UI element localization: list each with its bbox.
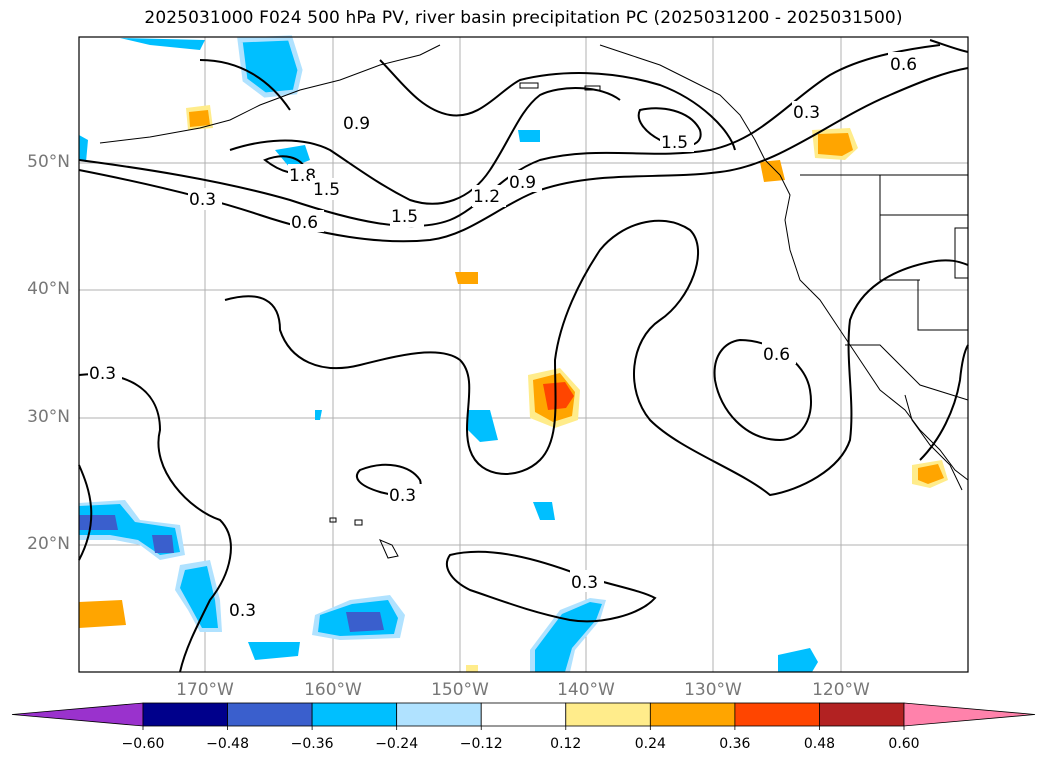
- colorbar-tick-label: −0.48: [206, 736, 249, 752]
- contour-line: [78, 464, 93, 561]
- lon-label: 120°W: [812, 680, 870, 700]
- lon-label: 130°W: [684, 680, 742, 700]
- colorbar-segment: [396, 702, 482, 727]
- contour-label: 1.5: [313, 180, 340, 200]
- contour-line: [379, 59, 736, 151]
- map-frame: [78, 36, 969, 673]
- colorbar-segment: [649, 702, 736, 727]
- negative-blob: [248, 642, 300, 660]
- colorbar-segment: [311, 702, 398, 727]
- colorbar-tick-label: 0.48: [803, 736, 836, 752]
- contour-line: [224, 219, 969, 497]
- contour-labels: 0.9 0.3 0.6 1.5 1.8 1.5 0.3 0.6 1.5 1.2 …: [88, 52, 922, 621]
- negative-blob: [518, 130, 540, 142]
- negative-blob: [778, 648, 818, 672]
- contour-label: 0.9: [343, 114, 370, 134]
- colorbar-tick-label: −0.36: [290, 736, 334, 752]
- islands: [329, 82, 601, 559]
- positive-blob: [760, 160, 785, 182]
- colorbar-segment: [480, 702, 567, 727]
- contour-label: 0.6: [291, 213, 318, 233]
- colorbar-segment: [734, 702, 820, 727]
- colorbar-tick-label: 0.24: [634, 736, 666, 752]
- positive-blob: [818, 133, 853, 156]
- contour-label: 0.3: [571, 573, 598, 593]
- colorbar-tick-label: 0.60: [888, 736, 920, 752]
- negative-blob: [535, 602, 602, 672]
- negative-blob: [120, 38, 205, 50]
- colorbar-tick-label: −0.24: [375, 736, 419, 752]
- positive-blob: [543, 382, 574, 410]
- lat-label: 20°N: [27, 534, 70, 554]
- positive-blob: [189, 110, 210, 127]
- colorbar-segment: [227, 702, 313, 727]
- lat-label: 30°N: [27, 407, 70, 427]
- colorbar: [11, 702, 1036, 730]
- contour-label: 0.6: [763, 345, 790, 365]
- contour-label: 0.3: [189, 190, 216, 210]
- positive-blob: [918, 464, 944, 484]
- negative-blob: [468, 410, 498, 442]
- colorbar-tick-label: −0.12: [459, 736, 503, 752]
- colorbar-extension-high: [903, 702, 1036, 727]
- negative-blob: [180, 566, 218, 628]
- map-title: 2025031000 F024 500 hPa PV, river basin …: [144, 8, 903, 28]
- colorbar-tick-label: 0.36: [719, 736, 751, 752]
- contour-line: [78, 44, 941, 228]
- negative-blob: [152, 535, 174, 553]
- negative-blob: [79, 515, 118, 530]
- contour-label: 1.2: [473, 187, 500, 207]
- lon-label: 170°W: [176, 680, 234, 700]
- lat-label: 50°N: [27, 152, 70, 172]
- contour-line: [445, 550, 657, 623]
- lon-label: 140°W: [557, 680, 615, 700]
- colorbar-extension-low: [11, 702, 144, 727]
- negative-blob: [240, 38, 300, 95]
- contour-line: [78, 373, 232, 673]
- positive-blob: [79, 600, 126, 628]
- contour-label: 0.3: [793, 103, 820, 123]
- contour-line: [929, 39, 969, 53]
- lon-label: 160°W: [304, 680, 362, 700]
- contour-label: 1.5: [391, 207, 418, 227]
- contour-label: 0.3: [89, 364, 116, 384]
- contour-line: [199, 59, 291, 111]
- lat-label: 40°N: [27, 279, 70, 299]
- contour-label: 0.6: [890, 55, 917, 75]
- lon-label: 150°W: [431, 680, 489, 700]
- colorbar-tick-label: −0.60: [121, 736, 165, 752]
- negative-blob: [79, 135, 88, 162]
- colorbar-tick-label: 0.12: [550, 736, 582, 752]
- contour-label: 0.3: [229, 601, 256, 621]
- colorbar-segment: [819, 702, 905, 727]
- colorbar-segment: [565, 702, 651, 727]
- map-panel: 0.9 0.3 0.6 1.5 1.8 1.5 0.3 0.6 1.5 1.2 …: [78, 35, 969, 673]
- negative-blob: [533, 502, 555, 520]
- contour-label: 1.5: [661, 133, 688, 153]
- contour-label: 0.3: [389, 486, 416, 506]
- positive-blob: [466, 665, 478, 672]
- colorbar-segment: [142, 702, 228, 727]
- contour-label: 1.8: [289, 166, 316, 186]
- negative-blob: [346, 612, 384, 632]
- positive-blob: [455, 272, 478, 284]
- contour-line: [919, 344, 969, 461]
- negative-blob: [315, 410, 322, 420]
- contour-line: [229, 87, 621, 205]
- precipitation-shading: [79, 35, 948, 672]
- contour-label: 0.9: [509, 173, 536, 193]
